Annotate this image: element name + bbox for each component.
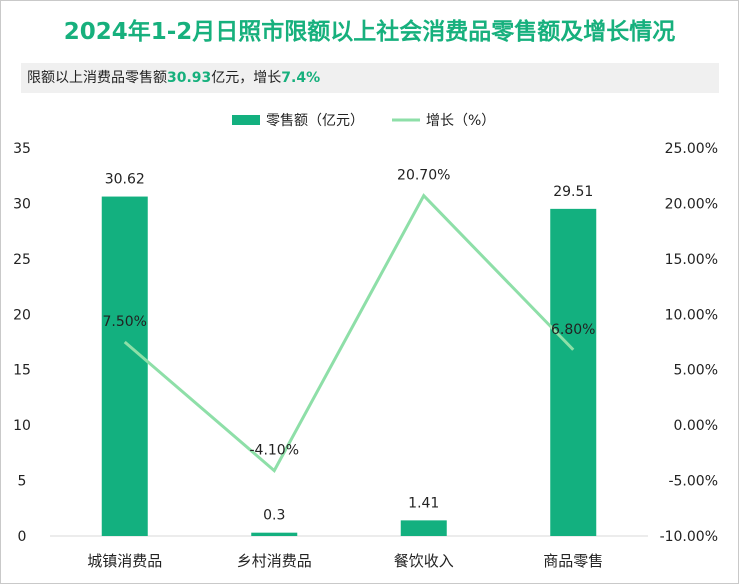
bar-series (101, 196, 597, 537)
left-tick-label: 5 (18, 474, 27, 490)
line-value-label: 6.80% (551, 322, 595, 338)
left-tick-label: 0 (18, 529, 27, 545)
summary-value: 30.93 (167, 70, 212, 86)
bar (550, 208, 597, 536)
right-axis: -10.00% -5.00% 0.00% 5.00% 10.00% 15.00% 20.00… (660, 141, 718, 545)
category-label: 城镇消费品 (87, 552, 162, 570)
bar (400, 520, 447, 536)
right-tick-label: 10.00% (665, 307, 718, 323)
right-tick-label: 5.00% (674, 363, 718, 379)
bar-value-label: 29.51 (553, 184, 593, 200)
summary-growth: 7.4% (281, 70, 321, 86)
bar (251, 532, 298, 536)
right-tick-label: 25.00% (665, 141, 718, 157)
category-axis: 城镇消费品 乡村消费品 餐饮收入 商品零售 (87, 552, 603, 570)
legend-label-bar: 零售额（亿元） (266, 113, 364, 129)
line-value-label: 7.50% (103, 314, 147, 330)
category-label: 商品零售 (543, 552, 603, 570)
left-tick-label: 15 (13, 363, 31, 379)
legend: 零售额（亿元） 增长（%） (232, 113, 495, 129)
right-tick-label: 15.00% (665, 252, 718, 268)
category-label: 餐饮收入 (394, 552, 454, 570)
bar-value-label: 1.41 (408, 495, 439, 511)
summary-box: 限额以上消费品零售额30.93亿元，增长7.4% (21, 63, 719, 93)
line-path (123, 193, 575, 473)
line-data-labels: 7.50% -4.10% 20.70% 6.80% (103, 168, 596, 459)
summary-prefix: 限额以上消费品零售额 (27, 70, 167, 86)
left-tick-label: 35 (13, 141, 31, 157)
summary-mid: 亿元，增长 (211, 70, 282, 86)
line-value-label: -4.10% (249, 443, 299, 459)
right-tick-label: 20.00% (665, 196, 718, 212)
right-tick-label: 0.00% (674, 418, 718, 434)
left-axis: 0 5 10 15 20 25 30 35 (13, 141, 31, 545)
left-tick-label: 10 (13, 418, 31, 434)
category-label: 乡村消费品 (237, 552, 312, 570)
bar-value-label: 0.3 (263, 508, 285, 524)
right-tick-label: -5.00% (668, 474, 718, 490)
bar-data-labels: 30.62 0.3 1.41 29.51 (105, 172, 594, 524)
chart-title: 2024年1-2月日照市限额以上社会消费品零售额及增长情况 (63, 19, 676, 45)
left-tick-label: 25 (13, 252, 31, 268)
legend-swatch-bar (232, 115, 260, 125)
line-value-label: 20.70% (397, 168, 450, 184)
line-series (123, 193, 575, 473)
legend-label-line: 增长（%） (426, 113, 495, 129)
bar-value-label: 30.62 (105, 172, 145, 188)
right-tick-label: -10.00% (660, 529, 718, 545)
left-tick-label: 30 (13, 196, 31, 212)
bar (101, 196, 148, 537)
left-tick-label: 20 (13, 307, 31, 323)
